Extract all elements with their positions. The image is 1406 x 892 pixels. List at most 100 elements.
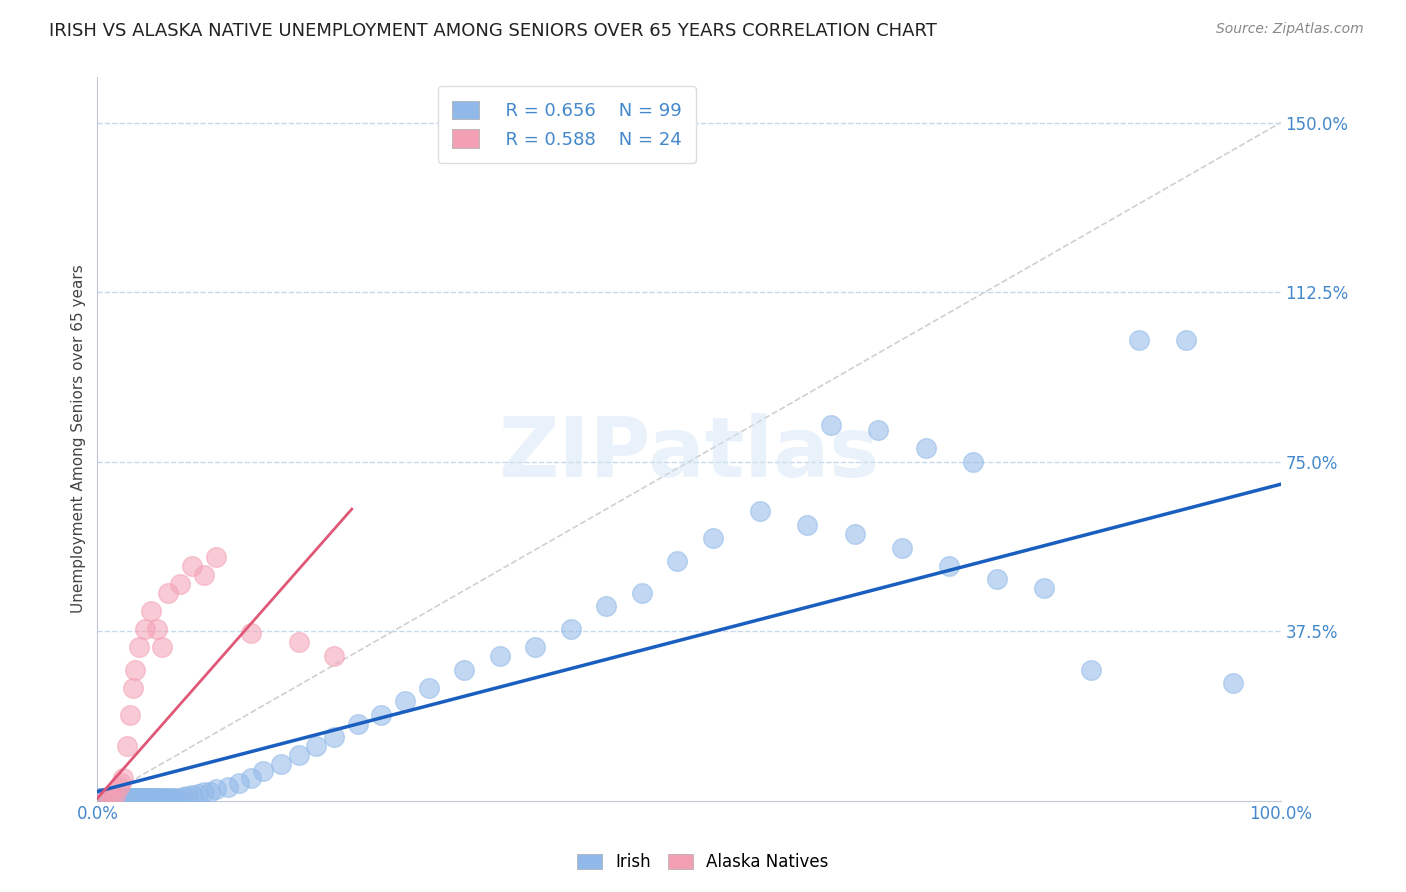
Point (136, 791, 159, 805)
Point (143, 791, 166, 805)
Point (702, 532, 724, 546)
Point (136, 791, 159, 805)
Point (142, 791, 165, 805)
Point (107, 791, 129, 805)
Point (187, 787, 209, 801)
Point (986, 572, 1008, 586)
Point (94, 791, 117, 805)
Point (105, 791, 128, 805)
Point (252, 764, 274, 779)
Point (305, 739, 328, 754)
Text: ZIPatlas: ZIPatlas (499, 413, 880, 494)
Point (110, 775, 132, 789)
Point (524, 640, 547, 654)
Point (118, 791, 141, 805)
Point (104, 791, 127, 805)
Point (169, 576, 191, 591)
Point (453, 663, 475, 677)
Point (228, 775, 250, 789)
Point (370, 707, 392, 722)
Point (157, 585, 180, 599)
Point (198, 784, 221, 798)
Point (128, 791, 150, 805)
Point (112, 791, 135, 805)
Point (1033, 581, 1056, 595)
Point (131, 791, 153, 805)
Point (181, 558, 204, 573)
Point (176, 789, 198, 803)
Point (107, 791, 129, 805)
Point (914, 441, 936, 455)
Point (287, 635, 309, 649)
Point (114, 791, 136, 805)
Legend: Irish, Alaska Natives: Irish, Alaska Natives (569, 845, 837, 880)
Point (110, 791, 132, 805)
Point (121, 791, 143, 805)
Point (844, 527, 866, 541)
Point (749, 504, 772, 518)
Point (91, 791, 114, 805)
Point (107, 780, 129, 794)
Point (630, 585, 652, 599)
Point (152, 791, 174, 805)
Point (122, 791, 145, 805)
Point (129, 791, 152, 805)
Point (868, 423, 890, 437)
Point (287, 748, 309, 763)
Point (139, 791, 162, 805)
Point (111, 791, 134, 805)
Point (820, 418, 842, 433)
Point (1222, 676, 1244, 690)
Point (139, 604, 162, 618)
Point (270, 757, 292, 772)
Y-axis label: Unemployment Among Seniors over 65 years: Unemployment Among Seniors over 65 years (72, 265, 86, 614)
Point (115, 739, 138, 754)
Point (204, 549, 226, 564)
Point (87, 791, 110, 805)
Point (89, 791, 111, 805)
Point (129, 791, 152, 805)
Legend:   R = 0.656    N = 99,   R = 0.588    N = 24: R = 0.656 N = 99, R = 0.588 N = 24 (437, 87, 696, 163)
Point (104, 789, 127, 803)
Point (125, 791, 148, 805)
Point (240, 771, 263, 785)
Point (128, 640, 150, 654)
Point (155, 791, 177, 805)
Point (134, 622, 156, 636)
Point (117, 791, 139, 805)
Point (114, 791, 136, 805)
Point (166, 791, 188, 805)
Point (97, 791, 120, 805)
Point (98, 791, 121, 805)
Point (157, 791, 180, 805)
Point (138, 791, 160, 805)
Point (1128, 333, 1150, 347)
Point (121, 791, 143, 805)
Text: Source: ZipAtlas.com: Source: ZipAtlas.com (1216, 22, 1364, 37)
Point (90, 791, 112, 805)
Point (323, 648, 346, 663)
Point (134, 791, 156, 805)
Point (323, 731, 346, 745)
Point (141, 791, 163, 805)
Point (101, 791, 124, 805)
Point (938, 558, 960, 573)
Point (98, 791, 121, 805)
Point (108, 791, 131, 805)
Point (152, 640, 174, 654)
Point (666, 554, 689, 568)
Point (135, 791, 157, 805)
Point (796, 517, 818, 532)
Point (1080, 663, 1102, 677)
Point (891, 541, 914, 555)
Point (120, 707, 142, 722)
Point (150, 791, 173, 805)
Point (93, 791, 115, 805)
Point (98, 791, 121, 805)
Point (193, 785, 215, 799)
Point (132, 791, 155, 805)
Point (217, 780, 239, 794)
Point (172, 790, 194, 805)
Point (204, 782, 226, 797)
Point (91, 791, 114, 805)
